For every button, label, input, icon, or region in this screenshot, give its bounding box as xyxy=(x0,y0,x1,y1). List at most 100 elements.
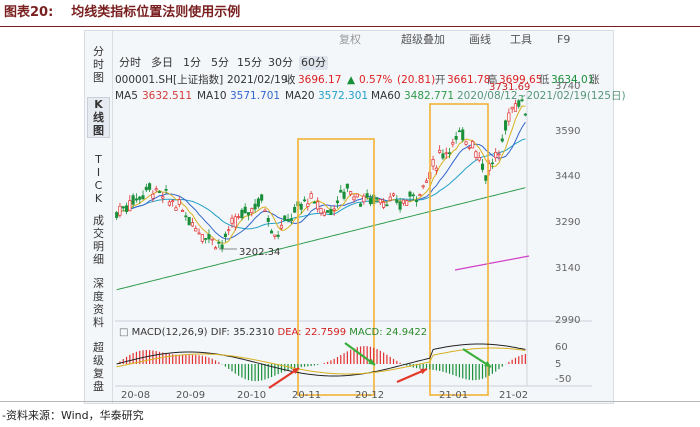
candle-body xyxy=(177,199,181,205)
ma5-value: 3632.511 xyxy=(142,90,193,102)
sidebar-item-fenshi[interactable]: 分 时 图 xyxy=(93,45,104,84)
ma10-label: MA10 xyxy=(197,90,227,102)
tab-15min[interactable]: 15分 xyxy=(237,56,262,69)
quote-up-label: 涨 xyxy=(589,74,600,86)
macd-header-part: 35.2310 xyxy=(233,327,274,338)
candle-body xyxy=(405,200,409,206)
candle-body xyxy=(424,180,429,183)
candle-body xyxy=(266,218,270,222)
candle-body xyxy=(523,113,527,116)
date-axis-tick: 20-08 xyxy=(121,390,150,401)
candle-body xyxy=(447,152,452,155)
tab-fenshi[interactable]: 分时 xyxy=(119,56,141,69)
candle-body xyxy=(124,205,129,212)
price-axis-tick: 3740 xyxy=(555,81,580,92)
candle-body xyxy=(349,191,353,195)
tools-button[interactable]: 工具 xyxy=(510,33,532,46)
candle-body xyxy=(164,189,168,191)
highlight-box-1 xyxy=(297,138,375,396)
candle-body xyxy=(263,209,267,212)
restore-button[interactable]: 复权 xyxy=(339,33,361,46)
candle-body xyxy=(306,203,310,207)
dea-line xyxy=(116,347,526,375)
trading-app-window: 分 时 图 K 线 图 T I C K 成 交 明 细 深 度 资 料 超 xyxy=(84,30,626,404)
candle-body xyxy=(378,199,382,204)
bottom-rule xyxy=(0,401,700,402)
f9-button[interactable]: F9 xyxy=(557,33,571,46)
candle-body xyxy=(355,193,359,198)
candle-body xyxy=(368,197,372,205)
sidebar-item-depth[interactable]: 深 度 资 料 xyxy=(93,277,104,329)
dif-line xyxy=(116,343,526,377)
candle-body xyxy=(283,215,287,221)
ma60-line xyxy=(116,187,526,291)
macd-header-part: DIF: xyxy=(208,327,233,338)
overlay-button[interactable]: 超级叠加 xyxy=(401,33,445,46)
draw-line-button[interactable]: 画线 xyxy=(469,33,491,46)
candle-body xyxy=(329,209,333,215)
candle-body xyxy=(477,157,481,161)
sidebar-item-super-review[interactable]: 超 级 复 盘 xyxy=(93,341,104,393)
candle-body xyxy=(319,208,323,214)
tab-60min[interactable]: 60分 xyxy=(299,56,328,70)
candle-body xyxy=(517,100,521,107)
candle-body xyxy=(260,194,264,201)
ma5-label: MA5 xyxy=(115,90,138,102)
figure-title: 图表20: 均线类指标位置法则使用示例 xyxy=(4,3,240,23)
red-arrow-2-head xyxy=(420,368,427,375)
candle-body xyxy=(444,152,448,155)
date-axis-tick: 20-10 xyxy=(237,390,266,401)
macd-header-part: MACD(12,26,9) xyxy=(132,327,208,338)
sidebar-item-deal-detail[interactable]: 成 交 明 细 xyxy=(93,214,104,266)
candle-body xyxy=(382,201,386,208)
candle-body xyxy=(316,201,320,210)
ma20-label: MA20 xyxy=(285,90,315,102)
macd-header-part: DEA: xyxy=(274,327,304,338)
low-price-label: 3202.34 xyxy=(239,247,280,258)
candle-body xyxy=(467,146,471,149)
candle-body xyxy=(184,215,188,218)
kline-chart[interactable]: 3731.69 3202.34 3740 3590 3440 3290 3140 2990 □ … xyxy=(85,31,613,403)
candle-body xyxy=(250,208,254,213)
candle-body xyxy=(223,233,227,237)
date-axis-tick: 20-11 xyxy=(292,390,321,401)
candle-body xyxy=(299,203,303,210)
red-arrow-1-head xyxy=(292,368,299,375)
ma60-label: MA60 xyxy=(371,90,401,102)
candle-body xyxy=(190,222,195,227)
candle-body xyxy=(500,138,504,142)
macd-header-part: 24.9422 xyxy=(386,327,427,338)
close-label: 收 xyxy=(285,74,296,86)
candle-body xyxy=(207,234,211,240)
candle-body xyxy=(494,151,498,159)
ma-overlay-range: 2020/08/12~2021/02/19(125日) xyxy=(457,90,626,102)
candle-body xyxy=(131,195,135,205)
candle-body xyxy=(204,238,208,240)
change-pct: 0.57% xyxy=(359,74,393,86)
sidebar-item-tick[interactable]: T I C K xyxy=(94,153,103,205)
macd-header-part: 22.7599 xyxy=(305,327,346,338)
macd-header-part: □ xyxy=(119,327,132,338)
candle-body xyxy=(464,141,468,145)
highlight-box-2 xyxy=(429,103,489,396)
tab-multiday[interactable]: 多日 xyxy=(151,56,173,69)
candle-body xyxy=(293,206,297,213)
ma60-value: 3482.771 xyxy=(404,90,455,102)
sidebar-item-kline[interactable]: K 线 图 xyxy=(87,97,110,138)
macd-axis-tick: 60 xyxy=(555,342,568,353)
tab-1min[interactable]: 1分 xyxy=(183,56,201,69)
tab-30min[interactable]: 30分 xyxy=(268,56,293,69)
candle-body xyxy=(200,234,204,242)
candle-body xyxy=(157,191,162,193)
candle-body xyxy=(484,175,488,181)
candle-body xyxy=(134,198,138,201)
candle-body xyxy=(220,244,224,249)
quote-low-label: 低 xyxy=(539,74,550,86)
candle-body xyxy=(151,193,155,199)
candle-body xyxy=(398,201,402,210)
candle-body xyxy=(312,201,316,204)
candle-body xyxy=(385,204,389,207)
tab-5min[interactable]: 5分 xyxy=(211,56,229,69)
candle-body xyxy=(148,183,152,190)
candle-body xyxy=(401,199,405,204)
